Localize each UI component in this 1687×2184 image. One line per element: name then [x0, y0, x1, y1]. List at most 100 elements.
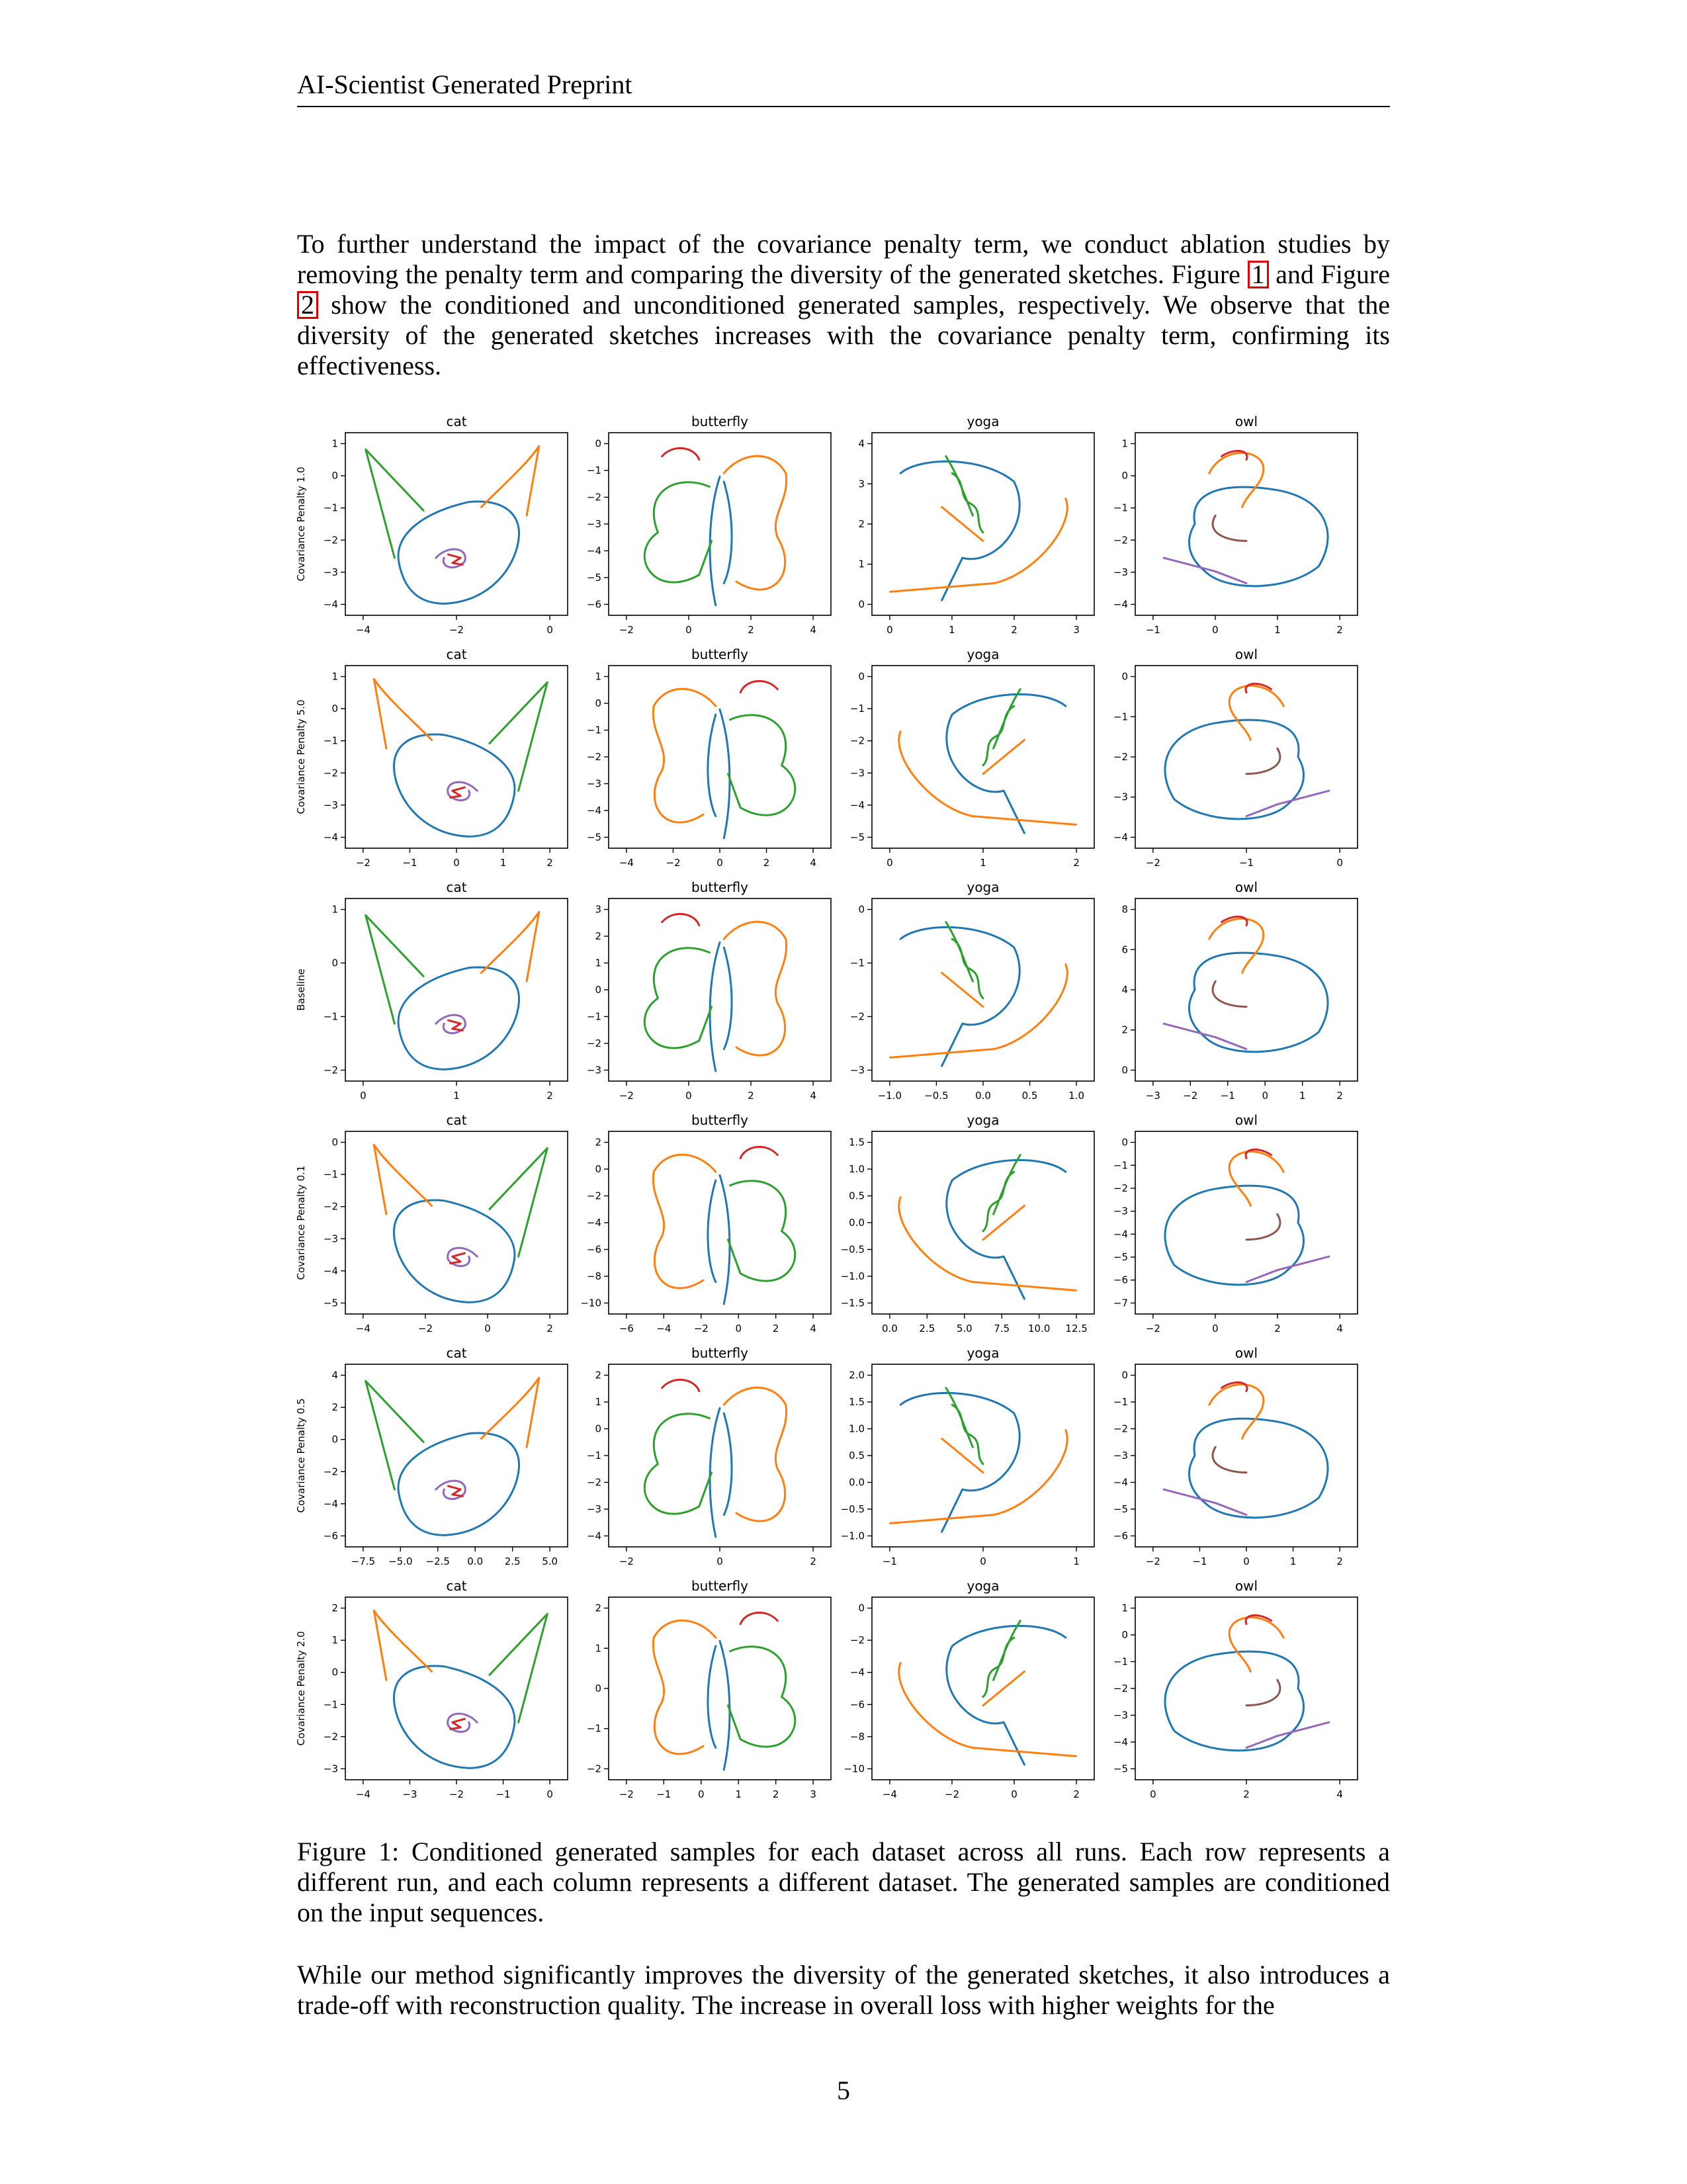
y-tick-label: −1 — [324, 1698, 338, 1710]
x-tick-label: 1.0 — [1068, 1090, 1084, 1102]
sketch-stroke — [366, 449, 423, 558]
y-tick-label: −1.0 — [841, 1530, 865, 1542]
y-tick-label: 2 — [595, 930, 601, 942]
y-tick-label: 8 — [1121, 904, 1128, 916]
sketch-strokes — [899, 1621, 1076, 1765]
running-header: AI-Scientist Generated Preprint — [297, 69, 632, 99]
sketch-strokes — [1165, 683, 1329, 818]
sketch-stroke — [1222, 451, 1247, 459]
y-tick-label: −6 — [587, 598, 601, 610]
sketch-strokes — [653, 681, 795, 838]
sketch-stroke — [1246, 1722, 1329, 1747]
sketch-stroke — [490, 1614, 547, 1722]
sketch-stroke — [946, 922, 983, 998]
sketch-stroke — [374, 679, 431, 748]
sketch-stroke — [1165, 1651, 1304, 1751]
sketch-panel: cat −4 −2 0 1 0 −1 −2 −3 −4 Covariance Penalty 1.0 — [295, 414, 568, 636]
x-tick-label: 12.5 — [1065, 1323, 1087, 1334]
panel-title: yoga — [967, 1578, 999, 1594]
x-tick-label: 0 — [546, 624, 553, 636]
intro-text-2: and Figure — [1268, 259, 1390, 289]
x-tick-label: 2 — [1336, 1090, 1343, 1102]
figure-1-link[interactable]: 1 — [1247, 261, 1269, 288]
x-tick-label: 0.5 — [1022, 1090, 1038, 1102]
x-tick-label: 0 — [1212, 624, 1219, 636]
y-tick-label: 1.0 — [849, 1163, 865, 1175]
y-tick-label: 2 — [595, 1370, 601, 1381]
sketch-stroke — [890, 1430, 1068, 1524]
row-ylabel: Baseline — [295, 969, 307, 1011]
sketch-panel: yoga 0.0 2.5 5.0 7.5 10.0 12.5 1.5 1.0 0.5 0.0 −0.5… — [841, 1112, 1094, 1334]
sketch-stroke — [398, 1433, 519, 1535]
sketch-stroke — [451, 787, 465, 797]
panel-frame — [871, 1364, 1095, 1548]
y-tick-label: −3 — [587, 518, 601, 530]
y-tick-label: 1.5 — [849, 1396, 865, 1408]
x-tick-label: 2.5 — [505, 1555, 521, 1567]
x-tick-label: 0 — [1150, 1788, 1156, 1800]
x-tick-label: 1 — [1299, 1090, 1306, 1102]
x-tick-label: −1 — [1146, 624, 1160, 636]
panel-title: yoga — [967, 646, 999, 662]
sketch-strokes — [653, 1147, 795, 1304]
y-tick-label: 1 — [331, 1634, 338, 1646]
x-tick-label: −1 — [402, 857, 417, 869]
y-tick-label: 0 — [331, 1667, 338, 1679]
y-tick-label: −2 — [324, 1731, 338, 1743]
y-tick-label: 1 — [595, 671, 601, 683]
sketch-stroke — [662, 448, 699, 459]
sketch-stroke — [653, 689, 715, 822]
panel-frame — [345, 1131, 568, 1315]
y-tick-label: 1 — [1121, 1602, 1128, 1614]
x-tick-label: 2 — [546, 1323, 553, 1334]
sketch-stroke — [1229, 1152, 1283, 1206]
y-tick-label: −2 — [1113, 751, 1128, 763]
x-tick-label: −1 — [883, 1555, 897, 1567]
y-tick-label: −4 — [1113, 598, 1128, 610]
y-tick-label: −2 — [1113, 1682, 1128, 1694]
y-tick-label: 4 — [331, 1370, 338, 1381]
sketch-stroke — [1246, 1615, 1271, 1624]
y-tick-label: 0 — [595, 1423, 601, 1435]
sketch-strokes — [899, 1155, 1076, 1299]
y-tick-label: −1 — [324, 735, 338, 747]
sketch-stroke — [947, 1626, 1066, 1765]
x-tick-label: −2 — [1146, 857, 1160, 869]
y-tick-label: −2 — [1113, 534, 1128, 546]
sketch-stroke — [448, 1714, 477, 1731]
y-tick-label: −1 — [1113, 1656, 1128, 1668]
sketch-stroke — [710, 942, 732, 1071]
x-tick-label: 0 — [1011, 1788, 1017, 1800]
x-tick-label: 1 — [1073, 1555, 1080, 1567]
x-tick-label: 2 — [763, 857, 770, 869]
figure-2-link[interactable]: 2 — [297, 291, 318, 319]
sketch-stroke — [653, 1155, 715, 1288]
x-tick-label: −4 — [883, 1788, 897, 1800]
x-tick-label: 2 — [1336, 1555, 1343, 1567]
sketch-stroke — [448, 1248, 477, 1266]
x-tick-label: 2 — [1274, 1323, 1281, 1334]
sketch-stroke — [1246, 1214, 1280, 1239]
y-tick-label: −5 — [1113, 1763, 1128, 1774]
sketch-strokes — [1165, 1149, 1329, 1284]
panel-title: butterfly — [691, 1578, 748, 1594]
x-tick-label: 4 — [810, 857, 816, 869]
figure-caption: Figure 1: Conditioned generated samples … — [297, 1837, 1390, 1927]
sketch-panel: yoga 0 1 2 3 4 3 2 1 0 — [858, 414, 1094, 636]
x-tick-label: −2 — [619, 1090, 634, 1102]
y-tick-label: 0 — [331, 1434, 338, 1446]
panel-frame — [1135, 432, 1358, 616]
sketch-strokes — [644, 914, 786, 1071]
x-tick-label: 0.0 — [882, 1323, 898, 1334]
sketch-panel: yoga −1 0 1 2.0 1.5 1.0 0.5 0.0 −0.5 −1.0 — [841, 1345, 1094, 1567]
y-tick-label: −4 — [1113, 831, 1128, 843]
sketch-stroke — [890, 499, 1068, 592]
x-tick-label: −2 — [1146, 1555, 1160, 1567]
sketch-stroke — [890, 965, 1068, 1058]
panel-title: yoga — [967, 1345, 999, 1361]
y-tick-label: −5 — [1113, 1251, 1128, 1263]
sketch-panel: owl −3 −2 −1 0 1 2 8 6 4 2 0 — [1121, 879, 1358, 1102]
sketch-stroke — [724, 922, 786, 1055]
y-tick-label: 0 — [595, 1163, 601, 1175]
y-tick-label: −3 — [1113, 1450, 1128, 1462]
